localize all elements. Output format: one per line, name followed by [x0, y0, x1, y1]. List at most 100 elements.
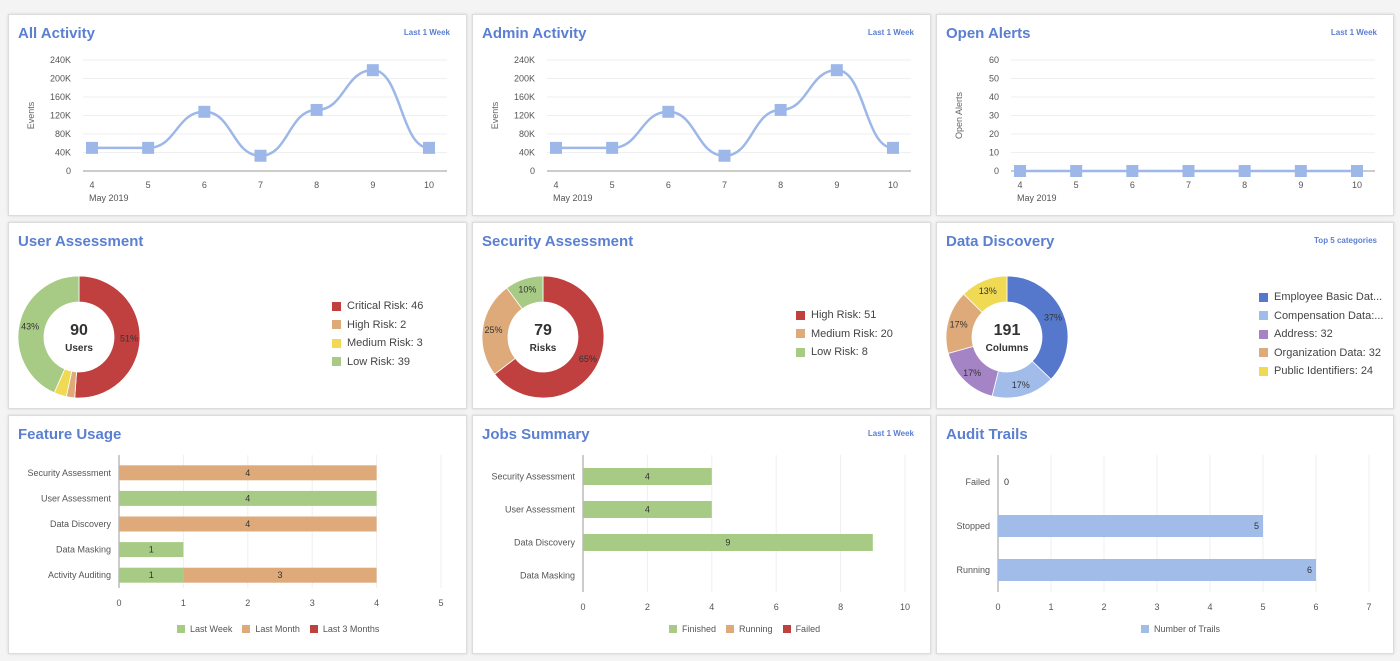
x-tick-label: 6	[774, 602, 779, 612]
legend-item[interactable]: Number of Trails	[1141, 624, 1220, 634]
top-5-categories-link[interactable]: Top 5 categories	[1314, 236, 1377, 245]
open-alerts-panel: Open Alerts Last 1 Week 0 10 20 30 40 50 60 Ope…	[936, 14, 1394, 216]
legend-item[interactable]: Finished	[669, 624, 716, 634]
security-assessment-panel: Security Assessment 65% 25% 10% 79 Risks Hig…	[472, 222, 931, 409]
x-tick-label: 4	[374, 598, 379, 608]
panel-title: Data Discovery	[946, 233, 1055, 250]
legend-swatch	[242, 625, 251, 633]
x-tick-label: 3	[310, 598, 315, 608]
last-1-week-link[interactable]: Last 1 Week	[867, 28, 914, 37]
donut-slice	[74, 275, 141, 399]
slice-percent-label: 51%	[120, 334, 138, 344]
data-discovery-donut: 37% 17% 17% 17% 13% 191 Columns	[945, 275, 1069, 399]
category-label: Failed	[965, 477, 990, 487]
legend-swatch	[669, 625, 677, 633]
legend-label: Compensation Data:...	[1274, 309, 1384, 322]
audit-trails-chart: 0 1 2 3 4 5 6 7 Failed 0 Stopped 5 Running 6	[956, 455, 1372, 612]
panel-title: Audit Trails	[946, 426, 1028, 443]
chart-legend: Last Week Last Month Last 3 Months	[177, 624, 379, 634]
legend-item[interactable]: Low Risk: 8	[796, 343, 893, 362]
legend-item[interactable]: Organization Data: 32	[1259, 344, 1383, 363]
legend-label: Last Week	[190, 624, 233, 634]
x-tick-label: 2	[245, 598, 250, 608]
legend-swatch	[309, 625, 318, 633]
legend-label: Failed	[795, 624, 821, 634]
bar-value-label: 4	[245, 468, 250, 478]
legend-item[interactable]: High Risk: 51	[796, 306, 893, 325]
legend-swatch	[796, 347, 805, 357]
data-point-marker	[887, 141, 899, 154]
x-tick-label: 7	[722, 180, 727, 190]
last-1-week-link[interactable]: Last 1 Week	[403, 28, 450, 37]
legend-item[interactable]: Employee Basic Dat...	[1259, 288, 1383, 307]
x-tick-label: 8	[838, 602, 843, 612]
chart-legend: Number of Trails	[1141, 624, 1220, 634]
data-point-marker	[1238, 165, 1251, 177]
data-point-marker	[1182, 165, 1195, 177]
slice-percent-label: 37%	[1044, 312, 1062, 322]
legend-swatch	[796, 329, 805, 339]
x-tick-label: 9	[1298, 180, 1303, 190]
y-tick-label: 10	[989, 148, 999, 158]
legend-label: Low Risk: 8	[811, 346, 868, 359]
y-tick-label: 40	[989, 92, 999, 102]
audit-trails-panel: Audit Trails 0 1 2 3 4 5 6 7 Failed 0 Stopped 5 Runn…	[936, 415, 1394, 654]
legend-item[interactable]: Running	[726, 624, 773, 634]
legend-item[interactable]: Medium Risk: 20	[796, 325, 893, 344]
data-point-marker	[550, 141, 562, 154]
bar-segment	[183, 567, 377, 583]
panel-title: Security Assessment	[482, 233, 634, 250]
slice-percent-label: 17%	[950, 319, 968, 329]
donut-legend: Critical Risk: 46 High Risk: 2 Medium Risk…	[332, 297, 423, 371]
x-sub-label: May 2019	[553, 193, 593, 203]
x-tick-label: 4	[553, 180, 558, 190]
x-tick-label: 0	[995, 602, 1000, 612]
donut-slice	[494, 275, 605, 399]
legend-item[interactable]: Last Month	[242, 624, 300, 634]
category-label: Data Masking	[520, 571, 575, 581]
legend-item[interactable]: Public Identifiers: 24	[1259, 362, 1383, 381]
y-tick-label: 40K	[55, 148, 71, 158]
x-sub-label: May 2019	[1017, 193, 1057, 203]
bar-value-label: 4	[645, 472, 650, 482]
y-tick-label: 0	[66, 166, 71, 176]
y-tick-label: 60	[989, 55, 999, 65]
bar-segment	[119, 516, 377, 532]
x-tick-label: 9	[370, 180, 375, 190]
last-1-week-link[interactable]: Last 1 Week	[1330, 28, 1377, 37]
last-1-week-link[interactable]: Last 1 Week	[867, 429, 914, 438]
x-tick-label: 6	[1130, 180, 1135, 190]
all-activity-chart: 0 40K 80K 120K 160K 200K 240K Events 4 5 6 7 8 9 10 May…	[26, 55, 447, 203]
legend-item[interactable]: Compensation Data:...	[1259, 307, 1383, 326]
x-tick-label: 6	[1313, 602, 1318, 612]
x-tick-label: 8	[1242, 180, 1247, 190]
data-point-marker	[774, 103, 787, 116]
y-tick-label: 160K	[514, 92, 535, 102]
legend-item[interactable]: Medium Risk: 3	[332, 334, 423, 353]
x-tick-label: 5	[1260, 602, 1265, 612]
legend-item[interactable]: Last 3 Months	[309, 624, 379, 634]
slice-percent-label: 13%	[979, 286, 997, 296]
legend-item[interactable]: Critical Risk: 46	[332, 297, 423, 316]
legend-item[interactable]: Failed	[782, 624, 821, 634]
x-tick-label: 10	[424, 180, 434, 190]
legend-item[interactable]: Last Week	[177, 624, 232, 634]
legend-item[interactable]: Address: 32	[1259, 325, 1383, 344]
admin-activity-panel: Admin Activity Last 1 Week 0 40K 80K 120K 16…	[472, 14, 931, 216]
legend-label: Last Month	[255, 624, 300, 634]
y-tick-label: 240K	[514, 55, 535, 65]
donut-slice	[1006, 275, 1069, 380]
y-axis-title: Events	[490, 101, 500, 129]
bar-segment	[583, 534, 873, 551]
data-point-marker	[310, 103, 323, 116]
open-alerts-chart: 0 10 20 30 40 50 60 Open Alerts 4 5 6 7 8 9 10 May 2019	[954, 55, 1375, 203]
legend-item[interactable]: High Risk: 2	[332, 316, 423, 335]
data-point-marker	[254, 149, 267, 162]
legend-label: Low Risk: 39	[347, 355, 410, 368]
slice-percent-label: 43%	[21, 322, 39, 332]
legend-item[interactable]: Low Risk: 39	[332, 353, 423, 372]
slice-percent-label: 65%	[579, 354, 597, 364]
legend-swatch	[1259, 366, 1268, 376]
data-point-marker	[423, 141, 435, 154]
chart-legend: Finished Running Failed	[669, 624, 820, 634]
